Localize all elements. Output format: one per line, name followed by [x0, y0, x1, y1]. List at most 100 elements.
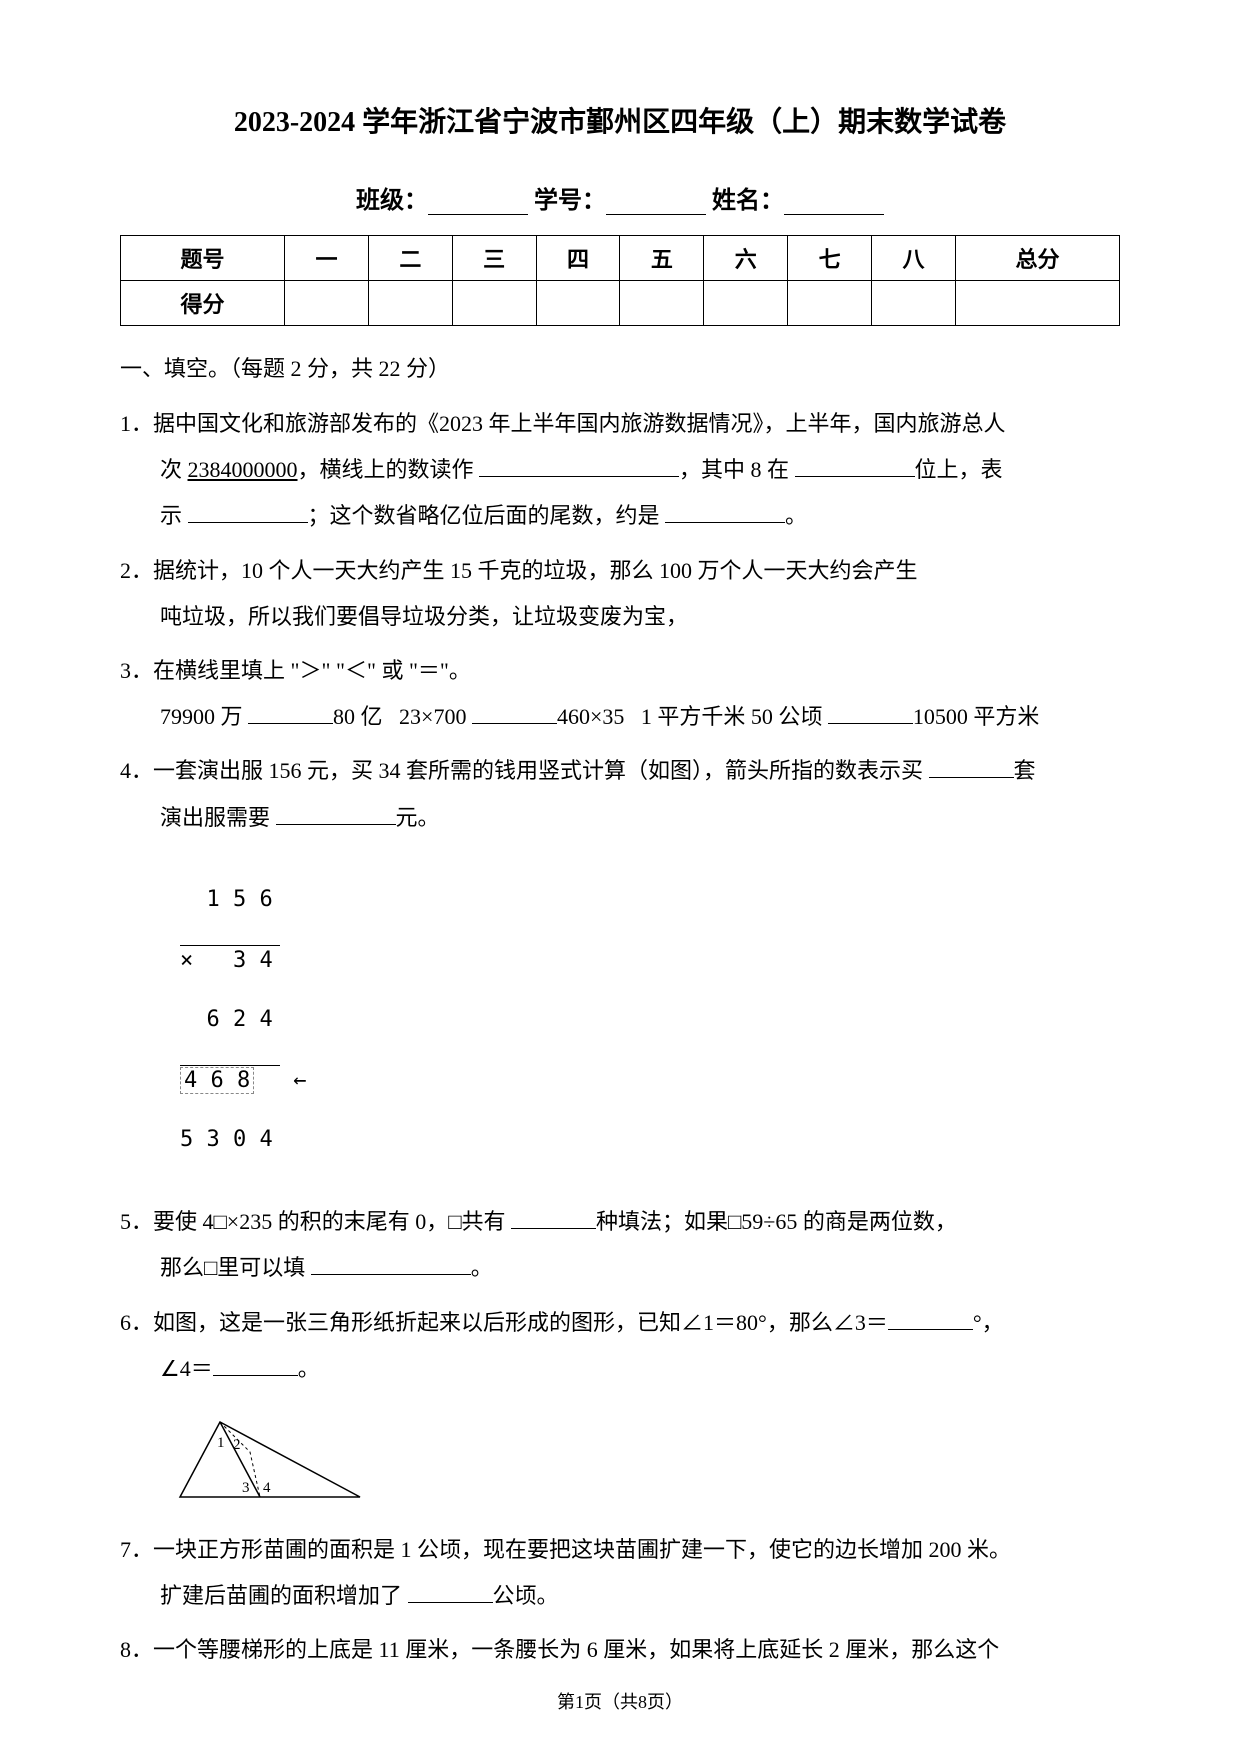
- score-cell[interactable]: [955, 281, 1119, 326]
- calc-line: 6 2 4: [180, 1005, 1120, 1035]
- answer-blank[interactable]: [213, 1375, 298, 1376]
- answer-blank[interactable]: [472, 723, 557, 724]
- question-1: 1．据中国文化和旅游部发布的《2023 年上半年国内旅游数据情况》，上半年，国内…: [120, 401, 1120, 540]
- question-7: 7．一块正方形苗圃的面积是 1 公顷，现在要把这块苗圃扩建一下，使它的边长增加 …: [120, 1527, 1120, 1619]
- id-blank[interactable]: [606, 191, 706, 215]
- score-cell[interactable]: [536, 281, 620, 326]
- q-text: 在横线里填上 "＞" "＜" 或 "＝"。: [153, 658, 471, 683]
- q-text: °，: [973, 1310, 1004, 1335]
- q-text: ，横线上的数读作: [298, 457, 480, 482]
- answer-blank[interactable]: [479, 476, 679, 477]
- table-score-row: 得分: [121, 281, 1120, 326]
- q-num: 5．: [120, 1209, 153, 1234]
- boxed-num: 4 6 8: [180, 1067, 254, 1094]
- q-text: 据中国文化和旅游部发布的《2023 年上半年国内旅游数据情况》，上半年，国内旅游…: [153, 411, 1006, 436]
- answer-blank[interactable]: [511, 1228, 596, 1229]
- question-5: 5．要使 4□×235 的积的末尾有 0，□共有 种填法；如果□59÷65 的商…: [120, 1199, 1120, 1291]
- q-text: ；这个数省略亿位后面的尾数，约是: [308, 503, 666, 528]
- col-header: 总分: [955, 236, 1119, 281]
- col-header: 三: [452, 236, 536, 281]
- q-num: 8．: [120, 1637, 153, 1662]
- answer-blank[interactable]: [276, 824, 396, 825]
- col-header: 一: [285, 236, 369, 281]
- expr: 1 平方千米 50 公顷: [641, 704, 828, 729]
- col-header: 七: [788, 236, 872, 281]
- student-info-row: 班级： 学号： 姓名：: [120, 180, 1120, 215]
- col-header: 六: [704, 236, 788, 281]
- q-text: 吨垃圾，所以我们要倡导垃圾分类，让垃圾变废为宝，: [120, 594, 1120, 640]
- triangle-svg: 1 2 3 4: [170, 1407, 370, 1507]
- q-num: 2．: [120, 558, 153, 583]
- question-8: 8．一个等腰梯形的上底是 11 厘米，一条腰长为 6 厘米，如果将上底延长 2 …: [120, 1627, 1120, 1673]
- col-header: 二: [368, 236, 452, 281]
- name-blank[interactable]: [784, 191, 884, 215]
- triangle-figure: 1 2 3 4: [170, 1407, 1120, 1512]
- q-num: 7．: [120, 1537, 153, 1562]
- q-text: 据统计，10 个人一天大约产生 15 千克的垃圾，那么 100 万个人一天大约会…: [153, 558, 918, 583]
- vertical-calculation: 1 5 6 × 3 4 6 2 4 4 6 8 ← 5 3 0 4: [180, 856, 1120, 1185]
- svg-text:3: 3: [242, 1480, 250, 1496]
- class-blank[interactable]: [428, 191, 528, 215]
- q-text: 扩建后苗圃的面积增加了: [160, 1583, 408, 1608]
- answer-blank[interactable]: [665, 522, 785, 523]
- score-cell[interactable]: [872, 281, 956, 326]
- score-cell[interactable]: [368, 281, 452, 326]
- page-footer: 第1页（共8页）: [0, 1688, 1240, 1714]
- q-text: 次: [160, 457, 188, 482]
- q-text: 。: [298, 1356, 320, 1381]
- row-label: 得分: [121, 281, 285, 326]
- svg-text:2: 2: [233, 1437, 241, 1453]
- calc-text: × 3 4: [180, 948, 273, 973]
- answer-blank[interactable]: [828, 723, 913, 724]
- q-text: 。: [471, 1255, 493, 1280]
- expr: 79900 万: [160, 704, 248, 729]
- q-text: 一套演出服 156 元，买 34 套所需的钱用竖式计算（如图），箭头所指的数表示…: [153, 758, 929, 783]
- calc-line: 5 3 0 4: [180, 1125, 1120, 1155]
- score-cell[interactable]: [452, 281, 536, 326]
- answer-blank[interactable]: [248, 723, 333, 724]
- q-text: ，其中 8 在: [679, 457, 795, 482]
- score-table: 题号 一 二 三 四 五 六 七 八 总分 得分: [120, 235, 1120, 326]
- score-cell[interactable]: [285, 281, 369, 326]
- score-cell[interactable]: [620, 281, 704, 326]
- q-text: 那么□里可以填: [160, 1255, 311, 1280]
- q-text: 如图，这是一张三角形纸折起来以后形成的图形，已知∠1＝80°，那么∠3＝: [153, 1310, 888, 1335]
- question-4: 4．一套演出服 156 元，买 34 套所需的钱用竖式计算（如图），箭头所指的数…: [120, 748, 1120, 840]
- answer-blank[interactable]: [795, 476, 915, 477]
- expr: 80 亿: [333, 704, 383, 729]
- expr: 460×35: [557, 704, 624, 729]
- q-text: ∠4＝: [160, 1356, 213, 1381]
- q-text: 元。: [396, 805, 440, 830]
- answer-blank[interactable]: [888, 1329, 973, 1330]
- answer-blank[interactable]: [311, 1274, 471, 1275]
- q-text: 位上，表: [915, 457, 1003, 482]
- table-header-row: 题号 一 二 三 四 五 六 七 八 总分: [121, 236, 1120, 281]
- id-label: 学号：: [534, 188, 606, 214]
- answer-blank[interactable]: [929, 777, 1014, 778]
- q-num: 3．: [120, 658, 153, 683]
- calc-line: 4 6 8 ←: [180, 1065, 1120, 1096]
- calc-line: 1 5 6: [180, 885, 1120, 915]
- svg-text:4: 4: [263, 1480, 271, 1496]
- answer-blank[interactable]: [188, 522, 308, 523]
- answer-blank[interactable]: [408, 1602, 493, 1603]
- q-text: 套: [1014, 758, 1036, 783]
- exam-title: 2023-2024 学年浙江省宁波市鄞州区四年级（上）期末数学试卷: [120, 100, 1120, 140]
- q-text: 示: [160, 503, 188, 528]
- expr: 10500 平方米: [913, 704, 1040, 729]
- question-2: 2．据统计，10 个人一天大约产生 15 千克的垃圾，那么 100 万个人一天大…: [120, 548, 1120, 640]
- q-text: 公顷。: [493, 1583, 559, 1608]
- question-6: 6．如图，这是一张三角形纸折起来以后形成的图形，已知∠1＝80°，那么∠3＝°，…: [120, 1300, 1120, 1392]
- class-label: 班级：: [356, 188, 428, 214]
- expr: 23×700: [399, 704, 472, 729]
- col-header: 四: [536, 236, 620, 281]
- score-cell[interactable]: [704, 281, 788, 326]
- svg-text:1: 1: [217, 1435, 225, 1451]
- col-header: 五: [620, 236, 704, 281]
- score-cell[interactable]: [788, 281, 872, 326]
- q-text: 一块正方形苗圃的面积是 1 公顷，现在要把这块苗圃扩建一下，使它的边长增加 20…: [153, 1537, 1011, 1562]
- q-text: 。: [785, 503, 807, 528]
- underlined-number: 2384000000: [188, 457, 298, 482]
- q-num: 1．: [120, 411, 153, 436]
- name-label: 姓名：: [712, 188, 784, 214]
